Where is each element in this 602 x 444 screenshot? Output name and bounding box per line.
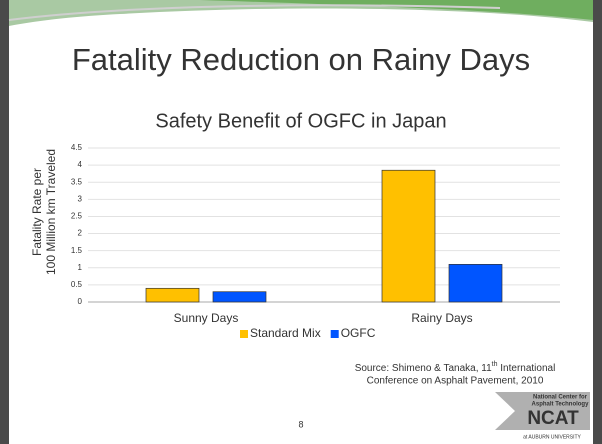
source: Source: Shimeno & Tanaka, 11th Internati… bbox=[355, 361, 556, 374]
source-sup: th bbox=[492, 361, 498, 368]
y-tick-label: 0.5 bbox=[71, 280, 83, 289]
logo-shape bbox=[495, 392, 590, 430]
legend-label: OGFC bbox=[341, 326, 376, 340]
bar bbox=[381, 169, 436, 303]
logo-text: at AUBURN UNIVERSITY bbox=[523, 434, 581, 440]
logo-text: Asphalt Technology bbox=[532, 402, 590, 408]
y-tick-label: 1 bbox=[78, 263, 83, 272]
logo-text: National Center for bbox=[533, 395, 588, 401]
y-tick-label: 4.5 bbox=[71, 143, 83, 152]
x-tick-label: Rainy Days bbox=[411, 311, 472, 325]
y-axis-label: Fatality Rate per bbox=[30, 168, 44, 256]
legend-swatch bbox=[330, 330, 339, 338]
swoosh-line bbox=[8, 4, 501, 21]
source-text: International bbox=[497, 363, 555, 374]
y-tick-label: 0 bbox=[78, 297, 83, 306]
legend-swatch bbox=[240, 330, 248, 338]
source-text: Source: Shimeno & Tanaka, 11 bbox=[355, 363, 492, 374]
legend-label: Standard Mix bbox=[250, 326, 321, 340]
bar bbox=[448, 264, 503, 303]
y-axis-label: 100 Million km Traveled bbox=[44, 149, 58, 275]
page-number: 8 bbox=[298, 419, 303, 429]
source: Conference on Asphalt Pavement, 2010 bbox=[367, 376, 544, 387]
y-tick-label: 3 bbox=[78, 194, 83, 203]
swoosh-dark bbox=[200, 0, 593, 20]
chart-title: Safety Benefit of OGFC in Japan bbox=[155, 110, 446, 132]
y-tick-label: 3.5 bbox=[71, 177, 83, 186]
logo-text: NCAT bbox=[527, 408, 579, 429]
slide-background bbox=[9, 0, 593, 444]
y-tick-label: 1.5 bbox=[71, 246, 83, 255]
bar bbox=[212, 291, 267, 303]
y-tick-label: 2.5 bbox=[71, 212, 83, 221]
x-tick-label: Sunny Days bbox=[174, 311, 239, 325]
y-tick-label: 4 bbox=[78, 160, 83, 169]
bar bbox=[145, 287, 200, 303]
y-tick-label: 2 bbox=[78, 229, 83, 238]
slide-title: Fatality Reduction on Rainy Days bbox=[72, 42, 530, 77]
